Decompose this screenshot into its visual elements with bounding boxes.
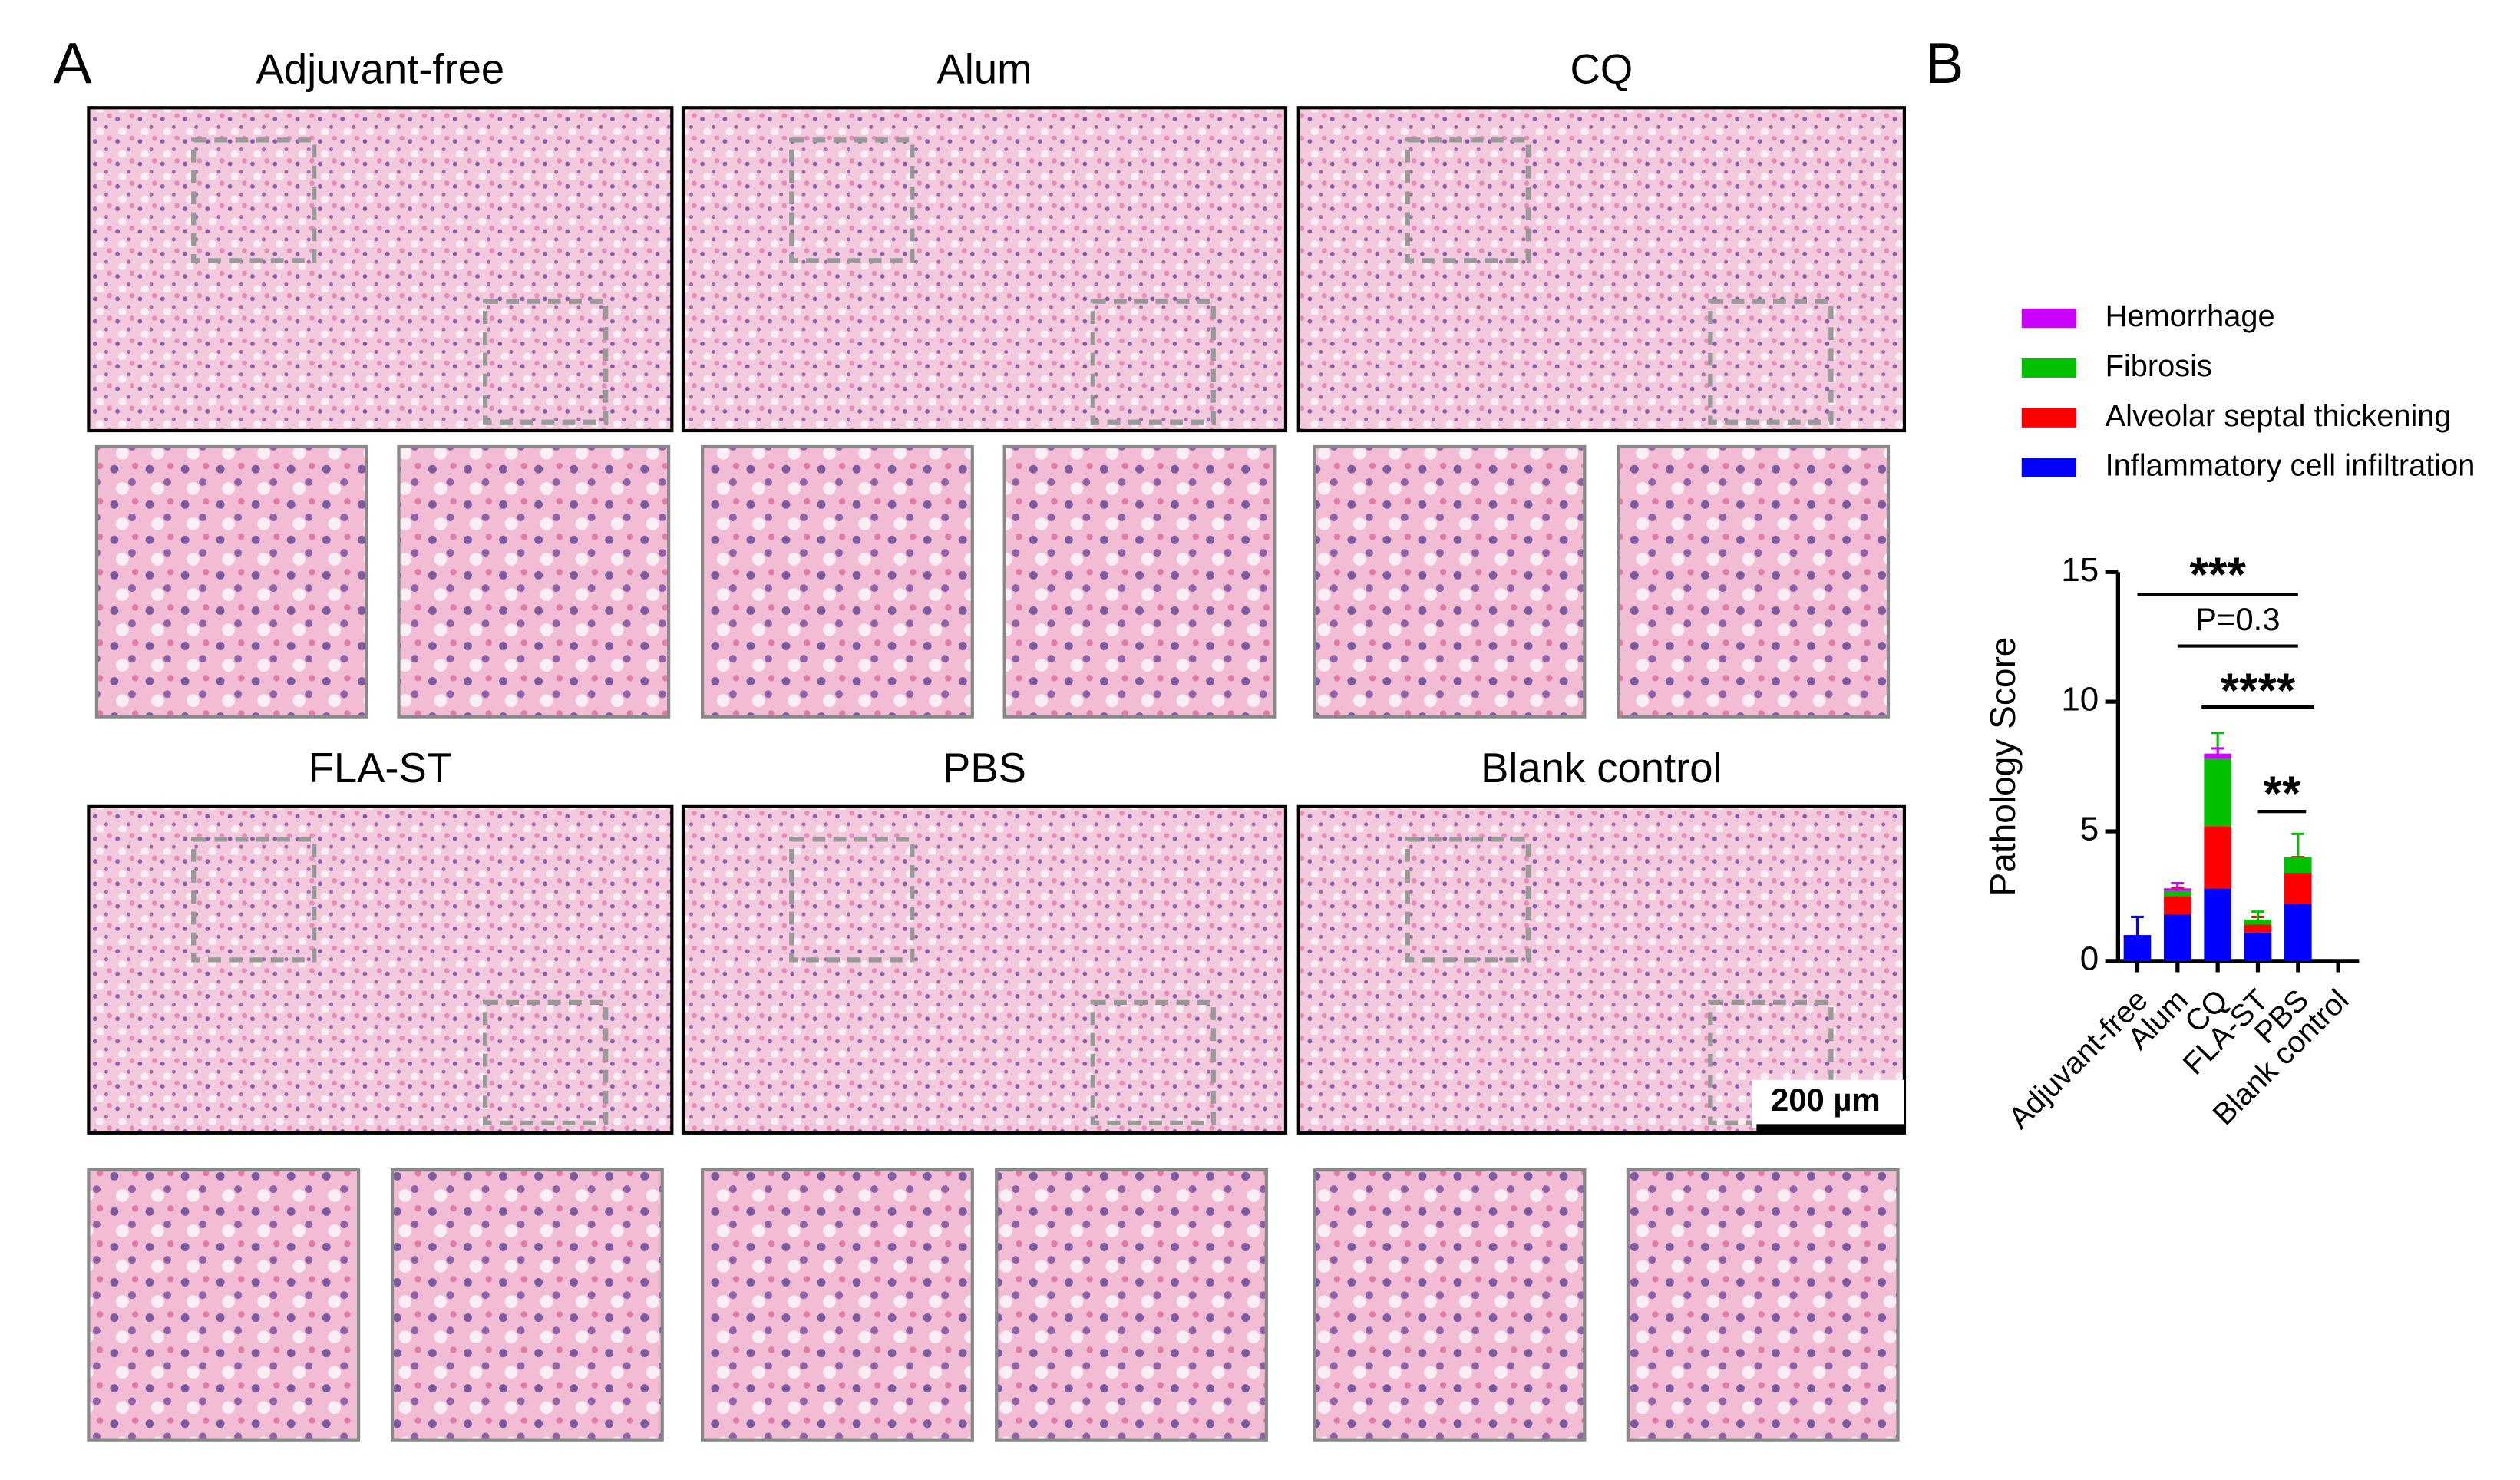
significance-label: *** [2189,548,2246,602]
image-title: Alum [937,46,1032,93]
histology-image [681,106,1288,433]
zoom-image [87,1168,361,1442]
bar-segment [2164,914,2191,961]
histology-image [87,804,674,1135]
image-title: PBS [943,745,1026,791]
zoom-box [483,999,609,1125]
significance-label: ** [2263,767,2300,821]
zoom-image [1313,444,1587,719]
significance-label: **** [2221,664,2296,718]
zoom-image [995,1168,1268,1442]
zoom-image [701,1168,974,1442]
legend-label: Alveolar septal thickening [2106,399,2452,433]
image-title: Adjuvant-free [256,46,505,93]
y-tick-label: 10 [2061,681,2099,719]
zoom-box [191,137,317,263]
legend-swatch [2021,358,2076,378]
zoom-box [191,837,317,963]
zoom-box [1405,837,1531,963]
bar-segment [2284,873,2312,904]
y-tick-label: 5 [2080,811,2099,848]
error-bar [2211,747,2224,754]
significance-label: P=0.3 [2195,601,2281,637]
zoom-image [1617,444,1891,719]
histology-image [681,804,1288,1135]
zoom-box [1090,999,1216,1125]
bar-segment [2164,888,2191,891]
error-bar [2251,910,2264,920]
scale-bar-label: 200 µm [1771,1082,1881,1118]
error-bar [2291,832,2305,857]
bar-segment [2244,924,2272,933]
bar-segment [2284,904,2312,961]
bar-segment [2244,919,2272,925]
bar-segment [2123,935,2152,961]
histology-image [1296,106,1907,433]
bar-segment [2284,857,2312,874]
bar-segment [2204,826,2231,889]
bar-segment [2164,890,2191,897]
legend-swatch [2021,308,2076,329]
error-bar [2171,881,2185,889]
bar-segment [2204,888,2231,961]
zoom-box [789,837,915,963]
zoom-image [94,444,368,719]
y-axis-label: Pathology Score [1983,637,2023,897]
legend-label: Inflammatory cell infiltration [2106,449,2475,483]
zoom-box [483,299,609,425]
legend-swatch [2021,458,2076,477]
bar-segment [2204,758,2231,827]
panel-label: B [1925,31,1963,95]
x-tick-label: Adjuvant-free [2002,983,2154,1135]
legend-label: Hemorrhage [2106,299,2275,333]
bar-segment [2164,896,2191,915]
zoom-image [1626,1168,1900,1442]
y-tick-label: 0 [2080,940,2099,977]
zoom-box [1405,137,1531,263]
zoom-box [1090,299,1216,425]
zoom-image [390,1168,664,1442]
zoom-image [397,444,671,719]
bar-segment [2244,932,2272,961]
zoom-image [1002,444,1277,719]
image-title: FLA-ST [309,745,452,791]
image-title: CQ [1570,46,1633,93]
histology-image [1296,804,1907,1135]
legend-label: Fibrosis [2106,349,2212,383]
legend-swatch [2021,408,2076,428]
zoom-box [789,137,915,263]
image-title: Blank control [1481,745,1722,791]
zoom-box [1708,299,1834,425]
zoom-image [701,444,974,719]
error-bar [2131,915,2144,936]
panel-label: A [53,31,92,95]
zoom-image [1313,1168,1587,1442]
bar-segment [2204,753,2231,759]
scale-bar-bg [1752,1079,1904,1128]
y-tick-label: 15 [2061,551,2099,589]
histology-image [87,106,674,433]
